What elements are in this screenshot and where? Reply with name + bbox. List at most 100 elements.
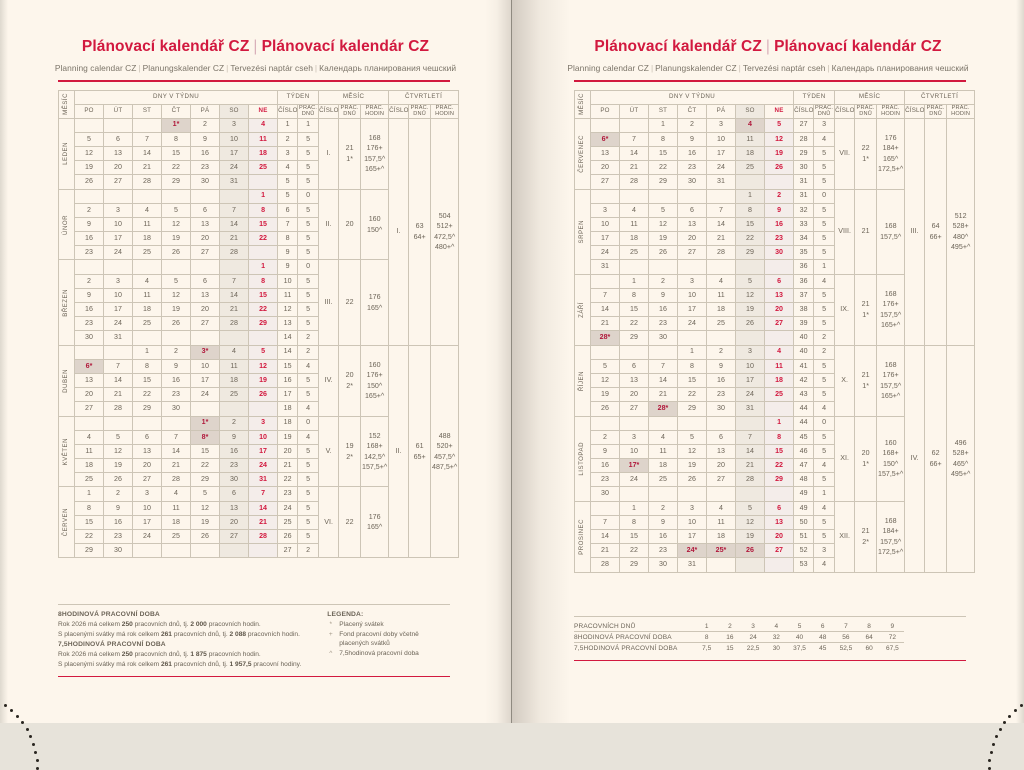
day-cell[interactable]: 14 bbox=[219, 216, 249, 233]
day-cell[interactable]: 7 bbox=[247, 486, 279, 502]
day-cell[interactable]: 21 bbox=[648, 387, 678, 403]
day-cell[interactable]: 4 bbox=[706, 500, 736, 516]
day-cell[interactable]: 29 bbox=[132, 401, 162, 417]
day-cell[interactable]: 30 bbox=[219, 472, 249, 488]
day-cell[interactable] bbox=[247, 401, 279, 417]
day-cell[interactable]: 14 bbox=[590, 302, 620, 318]
day-cell[interactable]: 26 bbox=[74, 174, 104, 190]
day-cell[interactable]: 24 bbox=[619, 472, 649, 488]
day-cell[interactable]: 14 bbox=[247, 500, 279, 516]
day-cell[interactable] bbox=[677, 415, 707, 431]
day-cell[interactable]: 6 bbox=[677, 202, 707, 218]
day-cell[interactable] bbox=[247, 330, 279, 346]
day-cell[interactable] bbox=[677, 259, 707, 275]
day-cell[interactable]: 30 bbox=[648, 330, 678, 346]
day-cell[interactable]: 4 bbox=[735, 117, 765, 133]
day-cell[interactable] bbox=[619, 188, 649, 204]
day-cell[interactable]: 31 bbox=[735, 401, 765, 417]
day-cell[interactable]: 2 bbox=[219, 415, 249, 431]
day-cell[interactable]: 18 bbox=[219, 372, 249, 389]
day-cell[interactable]: 11 bbox=[706, 514, 736, 531]
day-cell[interactable]: 11 bbox=[161, 500, 191, 516]
day-cell[interactable]: 27 bbox=[677, 245, 707, 261]
day-cell[interactable]: 2 bbox=[677, 117, 707, 133]
day-cell[interactable]: 10 bbox=[735, 358, 765, 374]
day-cell[interactable]: 27 bbox=[619, 401, 649, 417]
day-cell[interactable]: 7 bbox=[219, 202, 249, 218]
day-cell[interactable]: 15 bbox=[763, 443, 795, 460]
day-cell[interactable]: 27 bbox=[103, 174, 133, 190]
day-cell[interactable] bbox=[219, 401, 249, 417]
day-cell[interactable]: 1* bbox=[161, 117, 191, 133]
day-cell[interactable]: 9 bbox=[74, 216, 104, 233]
day-cell[interactable]: 17 bbox=[735, 372, 765, 389]
day-cell[interactable]: 17 bbox=[103, 302, 133, 318]
day-cell[interactable]: 4 bbox=[247, 117, 279, 133]
day-cell[interactable]: 10 bbox=[706, 131, 736, 147]
day-cell[interactable]: 24* bbox=[677, 543, 707, 559]
day-cell[interactable]: 25 bbox=[247, 160, 279, 176]
day-cell[interactable]: 15 bbox=[648, 145, 678, 162]
day-cell[interactable]: 28 bbox=[590, 557, 620, 573]
day-cell[interactable]: 25* bbox=[706, 543, 736, 559]
day-cell[interactable]: 9 bbox=[590, 443, 620, 460]
day-cell[interactable]: 27 bbox=[706, 472, 736, 488]
day-cell[interactable]: 27 bbox=[74, 401, 104, 417]
day-cell[interactable] bbox=[590, 344, 620, 360]
day-cell[interactable]: 10 bbox=[132, 500, 162, 516]
day-cell[interactable] bbox=[161, 330, 191, 346]
day-cell[interactable] bbox=[161, 259, 191, 275]
day-cell[interactable]: 14 bbox=[590, 529, 620, 545]
day-cell[interactable]: 15 bbox=[247, 216, 279, 233]
day-cell[interactable]: 31 bbox=[247, 472, 279, 488]
day-cell[interactable]: 1 bbox=[247, 188, 279, 204]
day-cell[interactable]: 15 bbox=[190, 443, 220, 460]
day-cell[interactable]: 9 bbox=[219, 429, 249, 445]
day-cell[interactable]: 22 bbox=[763, 458, 795, 474]
day-cell[interactable]: 30 bbox=[763, 245, 795, 261]
day-cell[interactable]: 21 bbox=[103, 387, 133, 403]
day-cell[interactable]: 16 bbox=[219, 443, 249, 460]
day-cell[interactable]: 25 bbox=[161, 529, 191, 545]
day-cell[interactable]: 8 bbox=[619, 287, 649, 304]
day-cell[interactable]: 16 bbox=[103, 514, 133, 531]
day-cell[interactable]: 30 bbox=[161, 401, 191, 417]
day-cell[interactable] bbox=[190, 401, 220, 417]
day-cell[interactable]: 4 bbox=[763, 344, 795, 360]
day-cell[interactable]: 24 bbox=[735, 387, 765, 403]
day-cell[interactable]: 26 bbox=[735, 316, 765, 332]
day-cell[interactable]: 20 bbox=[590, 160, 620, 176]
day-cell[interactable] bbox=[219, 543, 249, 559]
day-cell[interactable]: 18 bbox=[648, 458, 678, 474]
day-cell[interactable] bbox=[619, 486, 649, 502]
day-cell[interactable]: 23 bbox=[74, 245, 104, 261]
day-cell[interactable] bbox=[619, 117, 649, 133]
day-cell[interactable]: 29 bbox=[619, 330, 649, 346]
day-cell[interactable]: 5 bbox=[590, 358, 620, 374]
day-cell[interactable]: 28 bbox=[103, 401, 133, 417]
day-cell[interactable]: 1 bbox=[132, 344, 162, 360]
day-cell[interactable]: 13 bbox=[103, 145, 133, 162]
day-cell[interactable]: 23 bbox=[590, 472, 620, 488]
day-cell[interactable] bbox=[161, 188, 191, 204]
day-cell[interactable]: 8 bbox=[247, 202, 279, 218]
day-cell[interactable]: 27 bbox=[132, 472, 162, 488]
day-cell[interactable]: 24 bbox=[247, 458, 279, 474]
day-cell[interactable]: 4 bbox=[161, 486, 191, 502]
day-cell[interactable] bbox=[132, 188, 162, 204]
day-cell[interactable]: 22 bbox=[619, 316, 649, 332]
day-cell[interactable]: 18 bbox=[132, 231, 162, 247]
day-cell[interactable] bbox=[706, 486, 736, 502]
day-cell[interactable]: 12 bbox=[735, 514, 765, 531]
day-cell[interactable]: 15 bbox=[74, 514, 104, 531]
day-cell[interactable] bbox=[648, 486, 678, 502]
day-cell[interactable]: 28 bbox=[219, 316, 249, 332]
day-cell[interactable]: 5 bbox=[161, 202, 191, 218]
day-cell[interactable]: 1 bbox=[247, 259, 279, 275]
day-cell[interactable]: 20 bbox=[103, 160, 133, 176]
day-cell[interactable]: 8 bbox=[677, 358, 707, 374]
day-cell[interactable]: 20 bbox=[619, 387, 649, 403]
day-cell[interactable] bbox=[648, 344, 678, 360]
day-cell[interactable] bbox=[132, 415, 162, 431]
day-cell[interactable]: 5 bbox=[161, 273, 191, 289]
